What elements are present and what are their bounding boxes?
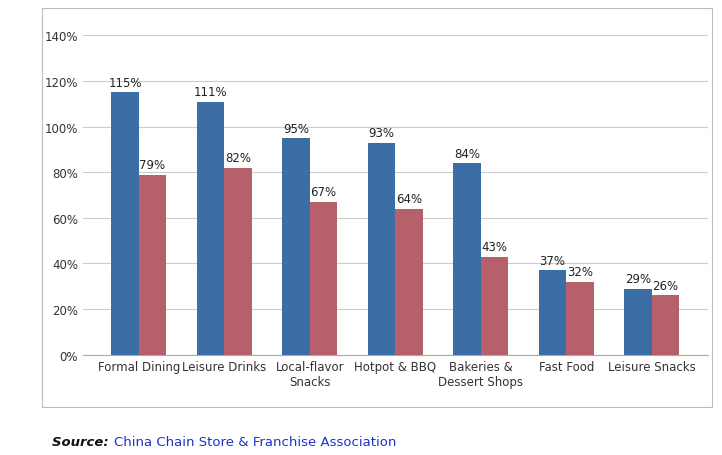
Text: 82%: 82%: [225, 152, 251, 165]
Text: 95%: 95%: [283, 122, 309, 136]
Text: 64%: 64%: [396, 193, 422, 206]
Text: Source:: Source:: [52, 435, 113, 448]
Text: 93%: 93%: [369, 127, 395, 140]
Bar: [625, 289, 652, 355]
Bar: [481, 257, 508, 355]
Bar: [566, 282, 593, 355]
Bar: [539, 271, 566, 355]
Bar: [282, 139, 310, 355]
Text: 32%: 32%: [567, 266, 593, 278]
Bar: [310, 202, 337, 355]
Bar: [139, 175, 166, 355]
Text: 26%: 26%: [653, 279, 679, 293]
Text: 111%: 111%: [193, 86, 227, 99]
Text: 84%: 84%: [454, 147, 480, 161]
Bar: [453, 164, 481, 355]
Bar: [652, 296, 679, 355]
Bar: [197, 102, 225, 355]
Bar: [111, 93, 139, 355]
Text: China Chain Store & Franchise Association: China Chain Store & Franchise Associatio…: [114, 435, 396, 448]
Text: 115%: 115%: [108, 77, 142, 90]
Bar: [396, 209, 422, 355]
Text: 79%: 79%: [139, 159, 165, 172]
Text: 43%: 43%: [482, 241, 508, 254]
Text: 67%: 67%: [310, 186, 336, 199]
Text: 29%: 29%: [625, 273, 651, 286]
Bar: [225, 168, 252, 355]
Bar: [368, 143, 396, 355]
Text: 37%: 37%: [539, 254, 565, 268]
